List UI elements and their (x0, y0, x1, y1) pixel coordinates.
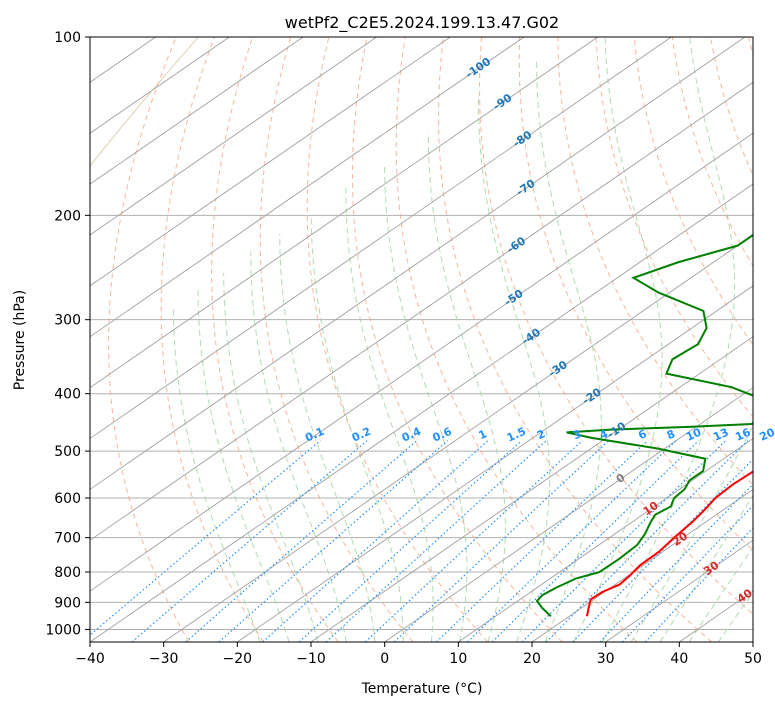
y-tick-label: 500 (54, 444, 81, 460)
x-tick-label: −30 (149, 651, 179, 667)
dry-adiabat (351, 37, 563, 642)
plot-frame (89, 36, 754, 643)
dry-adiabat (211, 37, 339, 642)
dewpoint-line (535, 233, 753, 617)
x-tick-label: 10 (449, 651, 467, 667)
isotherm-line (90, 37, 746, 490)
dry-adiabat (438, 37, 713, 642)
mixing-ratio-label: 13 (711, 426, 730, 444)
mixing-ratio-line (491, 440, 700, 642)
moist-adiabat (197, 287, 290, 642)
mixing-ratio-line (262, 440, 489, 642)
moist-adiabat (717, 591, 753, 642)
mixing-ratio-line (131, 440, 368, 642)
moist-adiabat (279, 233, 376, 642)
mixing-ratio-label: 20 (758, 426, 775, 444)
x-tick-label: −10 (296, 651, 326, 667)
isotherm-line (310, 336, 753, 642)
mixing-ratio-label: 10 (684, 426, 704, 444)
moist-adiabat (250, 251, 347, 642)
isotherm-line (384, 387, 753, 642)
moist-adiabat (427, 132, 506, 642)
mixing-ratio-line (572, 458, 753, 642)
x-tick-label: 30 (597, 651, 615, 667)
isotherm-line (163, 234, 753, 642)
x-tick-label: 0 (380, 651, 389, 667)
mixing-ratio-line (298, 440, 523, 642)
y-tick-label: 200 (54, 208, 81, 224)
moist-adiabat (172, 306, 261, 642)
x-tick-label: 40 (670, 651, 688, 667)
moist-adiabat (536, 61, 602, 642)
isotherm-line (458, 437, 753, 642)
temperature-line (585, 470, 753, 617)
moist-adiabat (601, 37, 736, 642)
y-tick-label: 1000 (45, 622, 81, 638)
y-tick-label: 300 (54, 313, 81, 329)
isotherm-line (90, 37, 377, 236)
isotherm-line (90, 37, 672, 440)
background-lines (90, 37, 753, 642)
y-tick-label: 700 (54, 531, 81, 547)
mixing-ratio-line (185, 440, 418, 642)
x-axis-title: Temperature (°C) (361, 681, 483, 697)
mixing-ratio-line (644, 527, 753, 642)
isotherm-line (531, 488, 753, 642)
moist-adiabat (688, 546, 753, 642)
isotherm-line (90, 37, 451, 287)
mixing-ratio-line (436, 440, 649, 642)
y-tick-label: 100 (54, 30, 81, 46)
y-tick-label: 400 (54, 387, 81, 403)
mixing-ratio-line (467, 440, 677, 642)
dry-adiabat (633, 37, 753, 346)
isotherm-line (90, 37, 525, 338)
mixing-ratio-line (621, 504, 753, 642)
y-axis: 100 200 300 400 500 600 700 800 900 1000 (45, 30, 90, 638)
moist-adiabat (478, 94, 551, 642)
x-tick-label: 50 (744, 651, 762, 667)
dry-adiabat (478, 37, 753, 615)
isotherm-line (90, 81, 753, 541)
dry-adiabat (306, 37, 488, 642)
isotherm-line (90, 37, 598, 389)
x-axis: −40 −30 −20 −10 0 10 20 30 40 50 (75, 642, 762, 667)
y-tick-label: 600 (54, 491, 81, 507)
isotherm-line (237, 285, 753, 642)
chart-title: wetPf2_C2E5.2024.199.13.47.G02 (285, 13, 559, 33)
profiles (535, 233, 753, 617)
y-tick-label: 900 (54, 595, 81, 611)
mixing-ratio-line (218, 440, 449, 642)
x-tick-label: −20 (223, 651, 253, 667)
isotherm-line (605, 539, 753, 642)
isotherm-line (90, 37, 304, 185)
x-tick-label: 20 (523, 651, 541, 667)
dry-adiabat (595, 37, 753, 418)
y-axis-title: Pressure (hPa) (12, 290, 28, 390)
mixing-ratio-label: 16 (733, 426, 753, 444)
isotherm-line (752, 641, 753, 642)
moist-adiabat (384, 165, 468, 642)
y-tick-label: 800 (54, 565, 81, 581)
dry-adiabat (108, 37, 190, 642)
mixing-ratio-line (325, 440, 547, 642)
dry-adiabat (518, 37, 753, 552)
mixing-ratio-line (599, 483, 753, 642)
isotherm-line (90, 132, 753, 592)
dry-adiabat (160, 37, 264, 642)
moist-adiabat (345, 188, 434, 642)
isotherm-line (90, 183, 753, 642)
x-tick-label: −40 (75, 651, 105, 667)
